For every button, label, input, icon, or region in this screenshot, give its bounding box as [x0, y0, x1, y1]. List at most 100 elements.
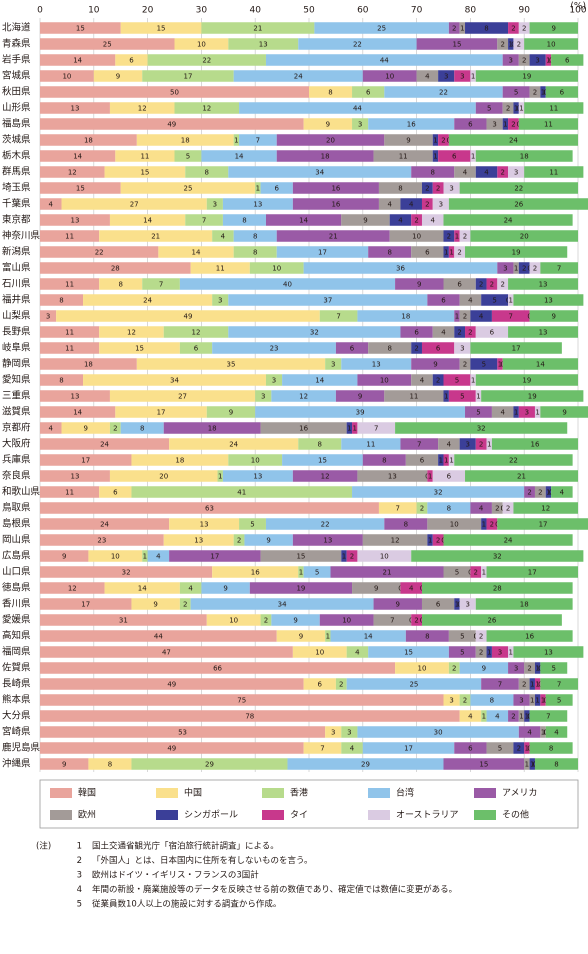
value-label: 2: [452, 25, 456, 33]
y-tick-label: 秋田県: [2, 86, 31, 98]
value-label: 8: [318, 441, 322, 449]
legend-swatch: [262, 810, 284, 820]
bar-segment: [459, 310, 471, 322]
value-label: 50: [170, 89, 179, 97]
bar-segment: [432, 198, 449, 210]
value-label: 11: [65, 329, 74, 337]
bar-segment: [513, 742, 525, 754]
legend-label: タイ: [290, 810, 308, 821]
value-label: 13: [259, 41, 268, 49]
value-label: 75: [237, 697, 246, 705]
x-tick-label: 90: [518, 6, 530, 16]
value-label: 1: [535, 697, 539, 705]
value-label: 23: [270, 345, 279, 353]
bar-segment: [109, 422, 121, 434]
bar-segment: [534, 694, 541, 706]
value-label: 22: [514, 185, 523, 193]
value-label: 6: [468, 121, 473, 129]
value-label: 16: [525, 633, 534, 641]
bar-segment: [190, 262, 250, 274]
bar-segment: [411, 550, 584, 562]
y-tick-label: 島根県: [2, 518, 31, 530]
bar-segment: [465, 246, 568, 258]
bar-segment: [448, 454, 455, 466]
y-tick-label: 群馬県: [2, 166, 31, 178]
bar-segment: [508, 662, 525, 674]
bar-segment: [551, 486, 573, 498]
bar-segment: [421, 582, 573, 594]
bar-segment: [61, 198, 207, 210]
value-label: 4: [554, 729, 559, 737]
x-tick-label: 60: [357, 6, 369, 16]
value-label: 5: [482, 361, 486, 369]
bar-segment: [99, 342, 180, 354]
bar-segment: [497, 518, 588, 530]
bar-segment: [292, 470, 358, 482]
y-tick-label: 石川県: [2, 279, 31, 290]
value-label: 10: [197, 41, 206, 49]
bar-segment: [40, 550, 89, 562]
bar-segment: [222, 198, 293, 210]
value-label: 1: [455, 601, 459, 609]
value-label: 2: [414, 617, 418, 625]
value-label: 2: [463, 233, 467, 241]
bar-segment: [120, 422, 164, 434]
bar-segment: [233, 230, 277, 242]
bar-segment: [163, 326, 229, 338]
value-label: 2: [183, 601, 187, 609]
bar-segment: [470, 502, 492, 514]
value-label: 2: [511, 713, 515, 721]
value-label: 1: [525, 761, 529, 769]
bar-segment: [346, 550, 358, 562]
x-unit: (%): [570, 2, 586, 12]
bar-segment: [222, 470, 293, 482]
value-label: 29: [361, 761, 370, 769]
value-label: 5: [460, 633, 464, 641]
bar-segment: [405, 630, 449, 642]
y-tick-label: 栃木県: [2, 150, 31, 162]
bar-segment: [405, 454, 439, 466]
value-label: 7: [396, 505, 400, 513]
value-label: 1: [487, 441, 491, 449]
bar-segment: [518, 710, 525, 722]
bar-segment: [40, 182, 121, 194]
y-tick-label: 岡山県: [2, 535, 31, 546]
value-label: 1: [471, 377, 475, 385]
bar-segment: [470, 358, 498, 370]
value-label: 7: [498, 681, 502, 689]
value-label: 14: [73, 153, 82, 161]
value-label: 4: [409, 201, 414, 209]
value-label: 13: [71, 217, 80, 225]
bar-segment: [421, 598, 455, 610]
bar-segment: [40, 470, 110, 482]
value-label: 14: [299, 217, 308, 225]
bar-segment: [163, 422, 261, 434]
value-label: 9: [482, 665, 486, 673]
value-label: 17: [210, 553, 219, 561]
value-label: 3: [465, 601, 469, 609]
bar-segment: [443, 566, 471, 578]
bar-segment: [432, 150, 439, 162]
bar-segment: [373, 150, 433, 162]
bar-segment: [40, 518, 170, 530]
value-label: 7: [509, 313, 513, 321]
bar-segment: [486, 742, 514, 754]
value-label: 10: [62, 73, 71, 81]
value-label: 2: [522, 265, 526, 273]
bar-segment: [518, 678, 530, 690]
bar-segment: [432, 326, 455, 338]
bar-segment: [303, 262, 498, 274]
value-label: 3: [460, 345, 464, 353]
bar-segment: [416, 502, 428, 514]
bar-segment: [40, 358, 137, 370]
value-label: 6: [452, 153, 457, 161]
bar-segment: [40, 278, 100, 290]
bar-segment: [265, 54, 503, 66]
bar-segment: [362, 534, 428, 546]
bar-segment: [104, 166, 186, 178]
bar-segment: [378, 198, 401, 210]
legend-label: シンガポール: [184, 810, 238, 821]
value-label: 5: [455, 569, 459, 577]
value-label: 17: [183, 73, 192, 81]
bar-segment: [486, 438, 492, 450]
